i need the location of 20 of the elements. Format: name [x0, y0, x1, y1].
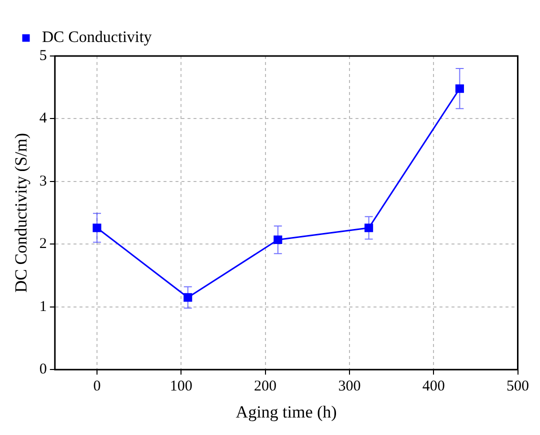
- x-axis-title: Aging time (h): [236, 402, 337, 422]
- y-tick-label: 2: [39, 236, 47, 252]
- x-tick-label: 200: [254, 378, 277, 395]
- point: [184, 293, 192, 302]
- y-axis-title: DC Conductivity (S/m): [12, 132, 31, 293]
- x-tick-label: 400: [422, 378, 445, 395]
- x-tick-label: 100: [170, 378, 192, 395]
- y-tick-label: 0: [39, 362, 47, 378]
- point: [455, 84, 464, 93]
- y-tick-label: 1: [39, 298, 47, 315]
- point: [274, 235, 282, 244]
- y-tick-label: 3: [39, 173, 47, 190]
- point: [364, 224, 374, 232]
- point: [92, 224, 102, 232]
- y-tick-label: 5: [39, 48, 47, 64]
- legend-label: DC Conductivity: [42, 29, 152, 46]
- x-tick-label: 0: [93, 378, 101, 395]
- y-tick-label: 4: [39, 110, 48, 127]
- x-tick-label: 500: [506, 378, 529, 395]
- x-tick-label: 300: [338, 378, 361, 395]
